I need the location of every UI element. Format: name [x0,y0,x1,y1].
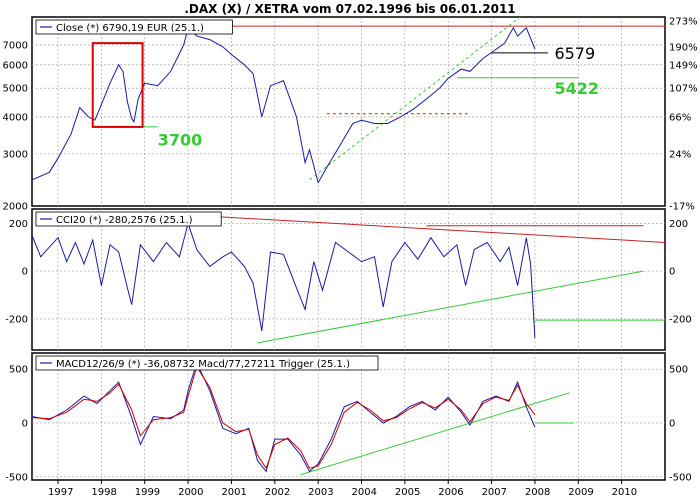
price-right-tick: -17% [669,202,695,213]
cci-legend: CCI20 (*) -280,2576 (25.1.) [56,215,193,226]
x-tick-2002: 2002 [265,487,290,498]
annotation-3700: 3700 [158,131,203,150]
macd-legend: MACD12/26/9 (*) -36,08732 Macd/77,27211 … [56,359,350,370]
price-left-tick: 3000 [3,149,28,160]
x-tick-2007: 2007 [482,487,507,498]
macd-right-tick: 0 [669,418,675,429]
macd-series-trigger [32,365,536,470]
price-left-tick: 4000 [3,112,28,123]
highlight-box [91,42,144,128]
macd-left-tick: 0 [22,418,28,429]
macd-legend-box [35,355,379,371]
cci-left-tick: 200 [9,219,28,230]
cci-left-tick: -200 [5,314,28,325]
price-left-tick: 6000 [3,60,28,71]
price-left-tick: 2000 [3,202,28,213]
x-tick-2008: 2008 [525,487,550,498]
price-right-tick: 190% [669,42,698,53]
annotation-5422: 5422 [554,79,599,98]
price-left-tick: 7000 [3,40,28,51]
annotation-6579: 6579 [554,44,595,63]
x-tick-1998: 1998 [91,487,116,498]
x-tick-2005: 2005 [395,487,420,498]
x-tick-2006: 2006 [438,487,463,498]
price-right-tick: 273% [669,17,698,28]
cci-legend-box [35,211,222,227]
x-tick-2010: 2010 [612,487,637,498]
macd-right-tick: 500 [669,365,688,376]
price-left-tick: 5000 [3,84,28,95]
cci-right-tick: 200 [669,219,688,230]
x-tick-2001: 2001 [221,487,246,498]
price-legend: Close (*) 6790,19 EUR (25.1.) [56,23,204,34]
cci-line-abwärtstrend [188,214,665,243]
x-tick-2004: 2004 [352,487,377,498]
price-frame [31,16,666,207]
cci-panel: 200 0 -200 200 0 -200 CCI20 (*) -280,2576 (25.… [5,208,692,351]
x-tick-2003: 2003 [308,487,333,498]
x-tick-1997: 1997 [48,487,73,498]
x-tick-2000: 2000 [178,487,203,498]
price-panel: 7000 6000 5000 4000 3000 2000 273% 190% 149% 107%… [3,16,698,213]
macd-left-tick: -500 [5,472,28,483]
price-right-tick: 107% [669,84,698,95]
cci-series-cci20 [32,221,536,339]
price-series-close [32,26,536,184]
x-tick-1999: 1999 [135,487,160,498]
cci-left-tick: 0 [22,267,28,278]
cci-plot [32,214,665,344]
macd-frame [31,352,666,481]
macd-left-tick: 500 [9,365,28,376]
price-right-tick: 149% [669,60,698,71]
cci-frame [31,208,666,351]
macd-series-macd [32,361,536,473]
chart-title: .DAX (X) / XETRA vom 07.02.1996 bis 06.0… [184,2,515,16]
price-right-tick: 24% [669,149,691,160]
macd-panel: 500 0 -500 500 0 -500 MACD12/26/9 (*) -36,0873… [5,352,692,483]
cci-right-tick: 0 [669,267,675,278]
price-right-tick: 66% [669,112,691,123]
macd-line-aufwärtstrend [300,392,570,476]
macd-right-tick: -500 [669,472,692,483]
cci-line-unterstützung [257,270,644,344]
price-plot [32,17,665,184]
price-legend-box [35,19,233,35]
x-tick-2009: 2009 [568,487,593,498]
macd-plot [32,361,574,476]
cci-right-tick: -200 [669,314,692,325]
